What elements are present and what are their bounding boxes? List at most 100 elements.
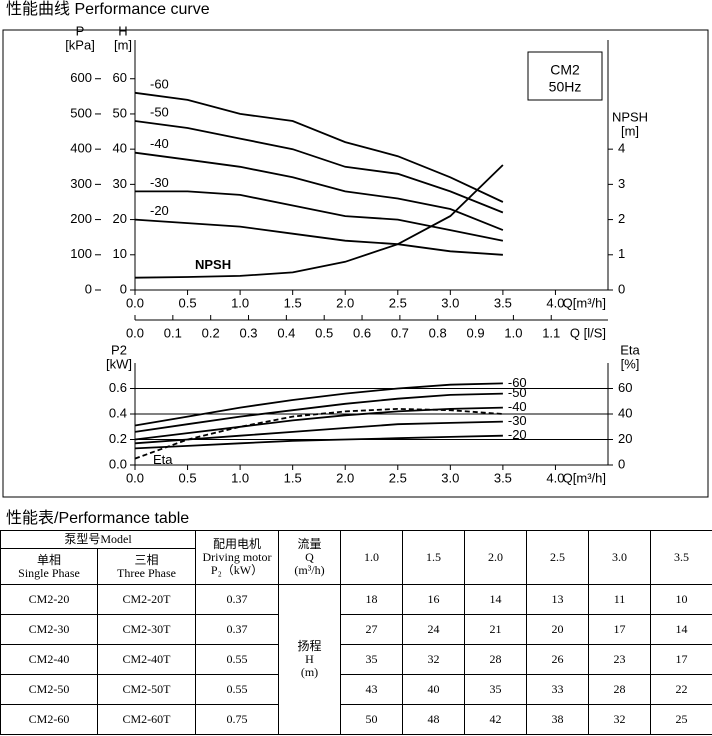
x2-tick-label: 0.5 [315,325,333,340]
cell-text: 22 [675,682,688,696]
table-cell: 35 [340,644,403,675]
cell-text: 50 [365,712,378,726]
y-axis-label: [kW] [106,356,132,371]
y2-tick-label: 3 [618,176,625,191]
cell-text: 0.55 [226,652,248,666]
x-tick-label: 0.0 [126,470,144,485]
cell-text: CM2-20 [28,592,70,606]
cell-text: 38 [551,712,564,726]
header-cell: 泵型号Model [0,530,196,549]
y2-axis-label: Eta [620,342,640,357]
p-axis-label: P [76,23,85,38]
series-line [134,120,504,214]
series-line [134,392,503,433]
table-row: 泵型号Model 配用电机 Driving motor P₂（kW） 流量 Q (m³/h)… [0,530,712,585]
table-cell: 25 [650,704,712,735]
x2-tick-label: 1.0 [504,325,522,340]
x-tick-label: 3.0 [441,470,459,485]
x2-tick-label: 0.7 [391,325,409,340]
cell-text: 0.37 [226,622,248,636]
header-cell: 1.0 [340,530,403,585]
cell-text: 3.0 [612,550,627,564]
cell-text: 42 [489,712,502,726]
cell-text: 泵型号Model [64,532,132,546]
performance-table: 泵型号Model 配用电机 Driving motor P₂（kW） 流量 Q (m³/h)… [0,530,712,735]
table-title: 性能表/Performance table [6,509,189,527]
header-cell: 3.0 [588,530,651,585]
table-cell: 21 [464,614,527,645]
series-line [134,407,503,460]
table-cell: 0.37 [195,614,279,645]
y-tick-label: 30 [113,176,127,191]
cell-text: CM2-60T [122,712,171,726]
cell-text: 33 [551,682,564,696]
x-tick-label: 3.5 [494,295,512,310]
cell-text: 17 [613,622,626,636]
series-line [135,190,504,242]
x-tick-label: 0.0 [126,295,144,310]
y-tick-label: 40 [113,141,127,156]
cell-text: 27 [365,622,378,636]
cell-text: CM2-40 [28,652,70,666]
table-row: CM2-30 CM2-30T 0.37 27 24 21 20 17 14 [0,614,712,645]
annotation: 50Hz [549,79,582,95]
table-cell: 13 [526,584,589,615]
table-cell: CM2-20 [0,584,98,615]
y-tick-label: 0 [120,281,127,296]
header-cell: 2.0 [464,530,527,585]
table-cell: 10 [650,584,712,615]
table-cell: 20 [526,614,589,645]
table-row: CM2-60 CM2-60T 0.75 50 48 42 38 32 25 [0,704,712,735]
cell-text: 0.75 [226,712,248,726]
series-label: -30 [150,175,169,190]
x-tick-label: 0.5 [179,470,197,485]
cell-text: 2.5 [550,550,565,564]
table-cell: 32 [402,644,465,675]
p-tick-label: 400 [70,141,92,156]
y-axis-label: P2 [111,342,127,357]
table-cell: 43 [340,674,403,705]
cell-text: (m) [300,665,319,679]
y-tick-label: 0.2 [109,431,127,446]
cell-text: CM2-40T [122,652,171,666]
table-cell: 27 [340,614,403,645]
y2-axis-label: [m] [621,123,639,138]
cell-text: 17 [675,652,688,666]
series-line [134,91,504,203]
cell-text: 48 [427,712,440,726]
cell-text: 24 [427,622,440,636]
table-cell: 17 [588,614,651,645]
cell-text: 10 [675,592,688,606]
cell-text: 23 [613,652,626,666]
table-cell: 33 [526,674,589,705]
y-tick-label: 0.6 [109,380,127,395]
table-cell: 18 [340,584,403,615]
x-tick-label: 2.5 [389,470,407,485]
series-label: -40 [150,136,169,151]
cell-text: 配用电机 [212,537,261,551]
y-tick-label: 20 [113,211,127,226]
head-label: 扬程 H (m) [278,584,341,735]
y2-tick-label: 0 [618,456,625,471]
table-cell: CM2-60 [0,704,98,735]
cell-text: 0.37 [226,592,248,606]
cell-text: Driving motor [202,550,272,564]
series-label: -60 [508,375,527,390]
table-cell: CM2-60T [97,704,196,735]
x2-tick-label: 0.9 [467,325,485,340]
header-cell: 单相 Single Phase [0,548,98,585]
cell-text: 14 [675,622,688,636]
table-cell: 11 [588,584,651,615]
table-cell: CM2-30 [0,614,98,645]
x-tick-label: 4.0 [546,295,564,310]
table-row: 单相 Single Phase 三相 Three Phase [0,548,712,585]
chart-frame [2,29,709,498]
table-cell: 14 [650,614,712,645]
cell-text: 3.5 [674,550,689,564]
y2-tick-label: 4 [618,141,625,156]
y2-axis-label: [%] [621,356,640,371]
y-axis-label: [m] [114,37,132,52]
table-cell: 0.55 [195,644,279,675]
cell-text: 21 [489,622,502,636]
y2-tick-label: 1 [618,246,625,261]
